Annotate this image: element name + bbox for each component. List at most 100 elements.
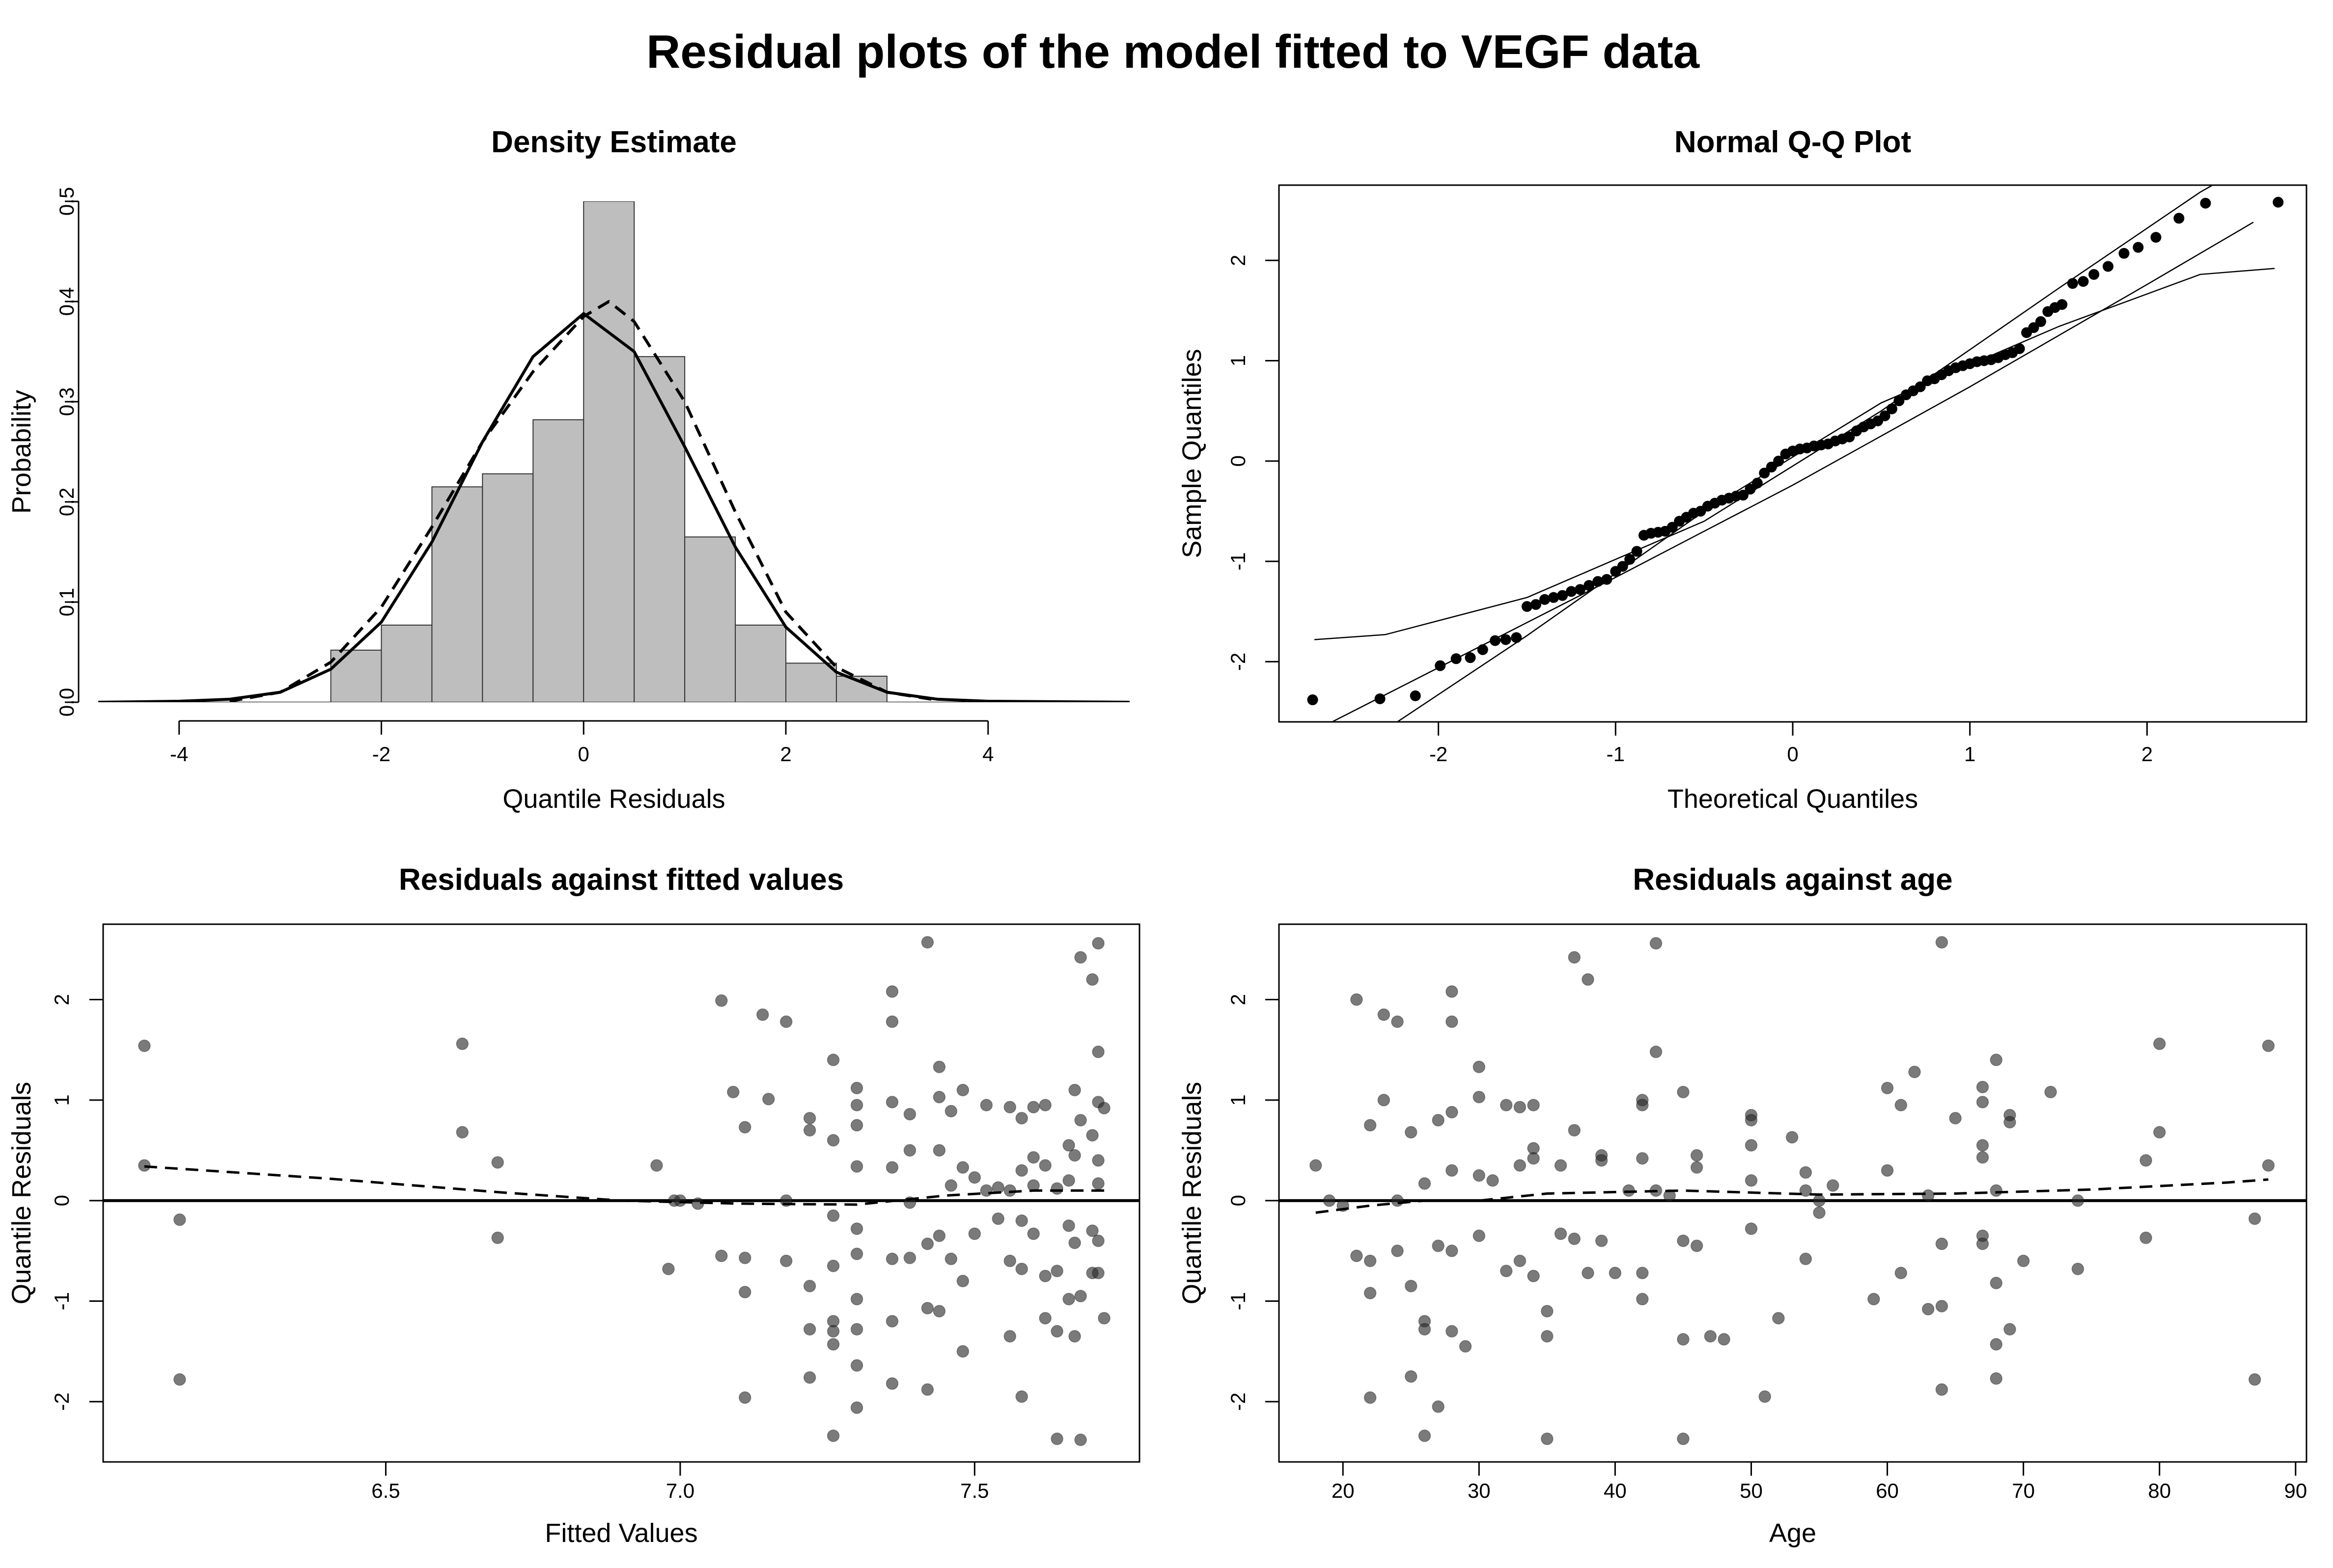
y-tick-label: -2	[1226, 1393, 1250, 1411]
data-point	[1410, 690, 1421, 701]
x-tick-label: 7.0	[666, 1479, 694, 1502]
data-point	[992, 1212, 1005, 1225]
data-point	[1323, 1194, 1336, 1207]
data-point	[2035, 316, 2046, 327]
data-point	[173, 1213, 186, 1226]
data-point	[1027, 1227, 1040, 1240]
data-point	[1500, 1099, 1513, 1112]
x-tick-label: 6.5	[371, 1479, 400, 1502]
data-point	[1990, 1184, 2002, 1197]
data-point	[1445, 1105, 1458, 1119]
data-point	[1015, 1390, 1028, 1403]
x-tick-label: 40	[1604, 1479, 1627, 1502]
histogram-bar	[330, 649, 382, 702]
data-point	[739, 1391, 751, 1404]
y-tick-label: 0	[50, 1195, 73, 1206]
chart-title: Density Estimate	[491, 125, 737, 159]
data-point	[1062, 1174, 1075, 1187]
data-point	[1690, 1149, 1703, 1162]
data-point	[1307, 694, 1318, 706]
data-point	[1990, 1276, 2002, 1290]
data-point	[1894, 1266, 1908, 1279]
data-point	[2273, 196, 2284, 208]
x-tick-label: 2	[780, 743, 791, 766]
data-point	[1766, 462, 1777, 473]
data-point	[1039, 1269, 1052, 1283]
data-point	[138, 1039, 151, 1052]
data-point	[1391, 1194, 1404, 1207]
data-point	[1465, 652, 1476, 663]
qq-envelope-line	[1314, 185, 2214, 640]
data-point	[827, 1134, 840, 1147]
data-point	[1949, 1112, 1962, 1125]
data-point	[1445, 1164, 1458, 1177]
data-point	[1092, 1266, 1105, 1279]
data-point	[1363, 1119, 1377, 1132]
x-tick-label: 80	[2148, 1479, 2171, 1502]
data-point	[1472, 1229, 1486, 1242]
data-point	[1405, 1280, 1417, 1293]
data-point	[1568, 951, 1581, 964]
x-tick-label: 30	[1468, 1479, 1491, 1502]
data-point	[1745, 1222, 1758, 1235]
data-point	[886, 1377, 899, 1390]
data-point	[1826, 1179, 1839, 1192]
data-point	[1592, 576, 1604, 587]
data-point	[1521, 601, 1532, 612]
data-point	[1649, 937, 1663, 950]
data-point	[2028, 322, 2039, 333]
data-point	[1074, 1433, 1087, 1446]
data-point	[1015, 1112, 1028, 1125]
data-point	[933, 1305, 946, 1318]
qq-envelope-line	[1396, 268, 2275, 722]
data-point	[1027, 1100, 1040, 1114]
data-point	[2014, 343, 2025, 355]
data-point	[1500, 634, 1511, 645]
data-point	[2139, 1231, 2152, 1244]
data-point	[1636, 1099, 1649, 1112]
data-point	[2248, 1373, 2261, 1386]
data-point	[1092, 937, 1105, 950]
data-point	[1745, 484, 1756, 495]
data-point	[1086, 1129, 1099, 1142]
data-point	[1595, 1154, 1608, 1167]
data-point	[1015, 1164, 1028, 1177]
data-point	[1554, 1159, 1567, 1172]
data-point	[850, 1099, 863, 1112]
y-tick-label: 0.2	[55, 488, 78, 516]
histogram-bar	[381, 624, 433, 702]
data-point	[2153, 1037, 2166, 1050]
data-point	[1844, 431, 1855, 442]
data-point	[1690, 1161, 1703, 1174]
data-point	[1990, 1053, 2002, 1067]
y-tick-label: 2	[50, 994, 73, 1005]
data-point	[1759, 468, 1770, 479]
data-point	[2044, 1086, 2057, 1099]
data-point	[2071, 1194, 2084, 1207]
data-point	[1799, 1184, 1812, 1197]
data-point	[1051, 1265, 1063, 1277]
data-point	[1068, 1237, 1081, 1249]
data-point	[1921, 1189, 1935, 1202]
x-tick-label: 20	[1332, 1479, 1355, 1502]
data-point	[1745, 1139, 1758, 1152]
data-point	[1867, 1293, 1880, 1306]
data-point	[1377, 1094, 1390, 1106]
data-point	[803, 1323, 816, 1336]
data-point	[2262, 1039, 2275, 1052]
data-point	[1363, 1254, 1377, 1267]
data-point	[1062, 1293, 1075, 1306]
data-point	[1527, 1152, 1540, 1165]
data-point	[1062, 1219, 1075, 1232]
data-point	[715, 1249, 728, 1263]
data-point	[968, 1227, 981, 1240]
y-axis-label: Probability	[7, 390, 36, 514]
data-point	[1990, 1372, 2002, 1385]
y-tick-label: 0.0	[55, 688, 78, 716]
data-point	[662, 1263, 675, 1275]
data-point	[1677, 1333, 1690, 1346]
data-point	[850, 1401, 863, 1414]
data-point	[827, 1338, 840, 1351]
data-point	[739, 1286, 751, 1298]
data-point	[1098, 1101, 1111, 1115]
